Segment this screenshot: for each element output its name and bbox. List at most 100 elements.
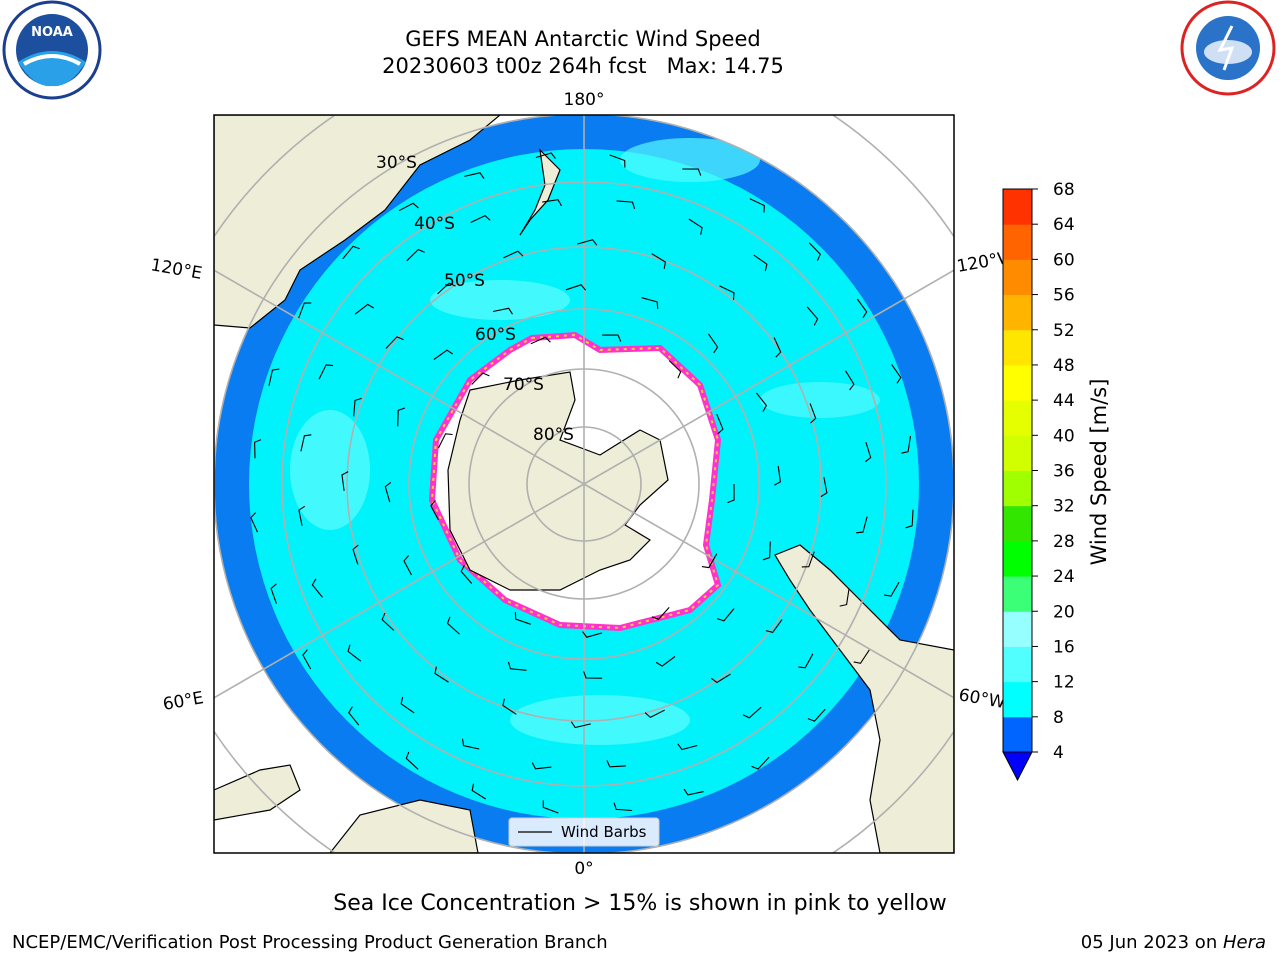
- chart-title: GEFS MEAN Antarctic Wind Speed: [405, 27, 761, 51]
- wind-barb: [502, 698, 517, 715]
- wind-barb: [514, 612, 531, 625]
- wind-barb: [651, 253, 667, 269]
- wind-barb: [905, 509, 914, 529]
- wind-barb: [385, 336, 404, 349]
- lon-label-lower-right: 60°W: [957, 685, 1007, 713]
- wind-barb: [471, 372, 490, 385]
- wind-barb: [884, 582, 900, 597]
- wind-barb: [616, 200, 636, 209]
- wind-barb: [460, 564, 473, 584]
- wind-barb: [381, 612, 395, 631]
- colorbar-tick-label: 4: [1053, 743, 1064, 763]
- wind-barb: [801, 551, 815, 568]
- colorbar-segment: [1003, 576, 1032, 612]
- wind-barb: [727, 483, 735, 504]
- wind-barb: [677, 743, 698, 751]
- wind-barb: [302, 649, 312, 670]
- lat-label: 60°S: [475, 325, 516, 345]
- wind-barb: [300, 434, 312, 452]
- colorbar-tick-label: 8: [1053, 708, 1064, 728]
- colorbar-tick-label: 20: [1053, 602, 1075, 622]
- wind-barb: [853, 649, 870, 664]
- wind-barb: [492, 307, 513, 315]
- colorbar-extend: [1002, 751, 1033, 782]
- wind-barb: [341, 471, 349, 491]
- wind-barb: [434, 666, 449, 683]
- latitude-labels: 30°S 40°S 50°S 60°S 70°S 80°S: [376, 153, 574, 445]
- wind-barb: [446, 616, 460, 635]
- colorbar-tick-label: 52: [1053, 321, 1075, 341]
- wind-barb: [542, 199, 562, 207]
- colorbar-segment: [1003, 400, 1032, 436]
- caption: Sea Ice Concentration > 15% is shown in …: [333, 891, 947, 916]
- wind-barb: [397, 407, 405, 427]
- wind-barb: [398, 202, 419, 212]
- wind-barb: [809, 403, 817, 424]
- lon-label-top: 180°: [564, 90, 605, 110]
- wind-barb: [507, 661, 527, 671]
- noaa-logo: NOAA: [2, 0, 102, 100]
- noaa-logo-text: NOAA: [31, 25, 73, 40]
- lon-label-lower-left: 60°E: [161, 688, 205, 715]
- wind-barb: [891, 364, 902, 384]
- wind-barb: [606, 760, 626, 768]
- colorbar-tick-label: 16: [1053, 637, 1075, 657]
- wind-barb: [318, 364, 334, 380]
- wind-barb: [353, 397, 362, 417]
- wind-barb: [839, 588, 850, 607]
- wind-barb: [433, 349, 454, 360]
- axes-frame: [213, 114, 955, 854]
- wind-barb: [798, 653, 814, 669]
- wind-barb: [751, 756, 770, 770]
- wind-barb: [602, 334, 622, 342]
- wind-barb: [400, 696, 415, 714]
- wind-barb: [717, 608, 735, 622]
- wind-barb: [342, 245, 360, 260]
- colorbar-tick-label: 36: [1053, 462, 1075, 482]
- colorbar-segment: [1003, 259, 1032, 296]
- colorbar-tick-label: 56: [1053, 286, 1075, 306]
- wind-barb: [765, 619, 783, 634]
- wind-barb: [298, 302, 312, 319]
- colorbar-tick-label: 68: [1053, 180, 1075, 200]
- lat-label: 50°S: [444, 271, 485, 291]
- wind-barb: [856, 298, 868, 319]
- colorbar-tick-label: 32: [1053, 497, 1075, 517]
- colorbar-tick-label: 28: [1053, 532, 1075, 552]
- colorbar-segment: [1003, 470, 1032, 507]
- wind-barb: [384, 481, 392, 503]
- wind-barb: [430, 500, 439, 521]
- colorbar-tick-label: 12: [1053, 673, 1075, 693]
- wind-barb: [577, 239, 598, 246]
- colorbar-tick-label: 48: [1053, 356, 1075, 376]
- wind-barb: [856, 516, 868, 534]
- colorbar-segment: [1003, 294, 1032, 331]
- footer-right: 05 Jun 2023 on Hera: [1081, 932, 1266, 953]
- wind-barb: [406, 248, 425, 262]
- wind-barb: [773, 337, 782, 358]
- colorbar-segment: [1003, 716, 1032, 753]
- wind-barb: [683, 788, 704, 796]
- wind-barb: [651, 607, 670, 620]
- wind-barb: [437, 282, 456, 295]
- legend-label: Wind Barbs: [561, 823, 647, 841]
- colorbar-segment: [1003, 364, 1032, 401]
- wind-barb: [716, 414, 724, 435]
- lat-label: 80°S: [533, 425, 574, 445]
- wind-barb: [641, 297, 659, 309]
- colorbar-segment: [1003, 224, 1032, 260]
- wind-barb: [820, 477, 828, 498]
- wind-barb: [530, 336, 551, 345]
- wind-barb: [531, 762, 552, 770]
- colorbar-tick-label: 40: [1053, 426, 1075, 446]
- wind-barb: [762, 541, 771, 561]
- wind-barb: [807, 708, 826, 722]
- wind-barb: [250, 512, 258, 533]
- wind-barb: [470, 214, 491, 223]
- wind-barb: [268, 368, 280, 386]
- wind-barb: [354, 303, 374, 315]
- wind-barb: [437, 433, 453, 449]
- colorbar-tick-label: 44: [1053, 391, 1075, 411]
- colorbar-segment: [1003, 189, 1032, 225]
